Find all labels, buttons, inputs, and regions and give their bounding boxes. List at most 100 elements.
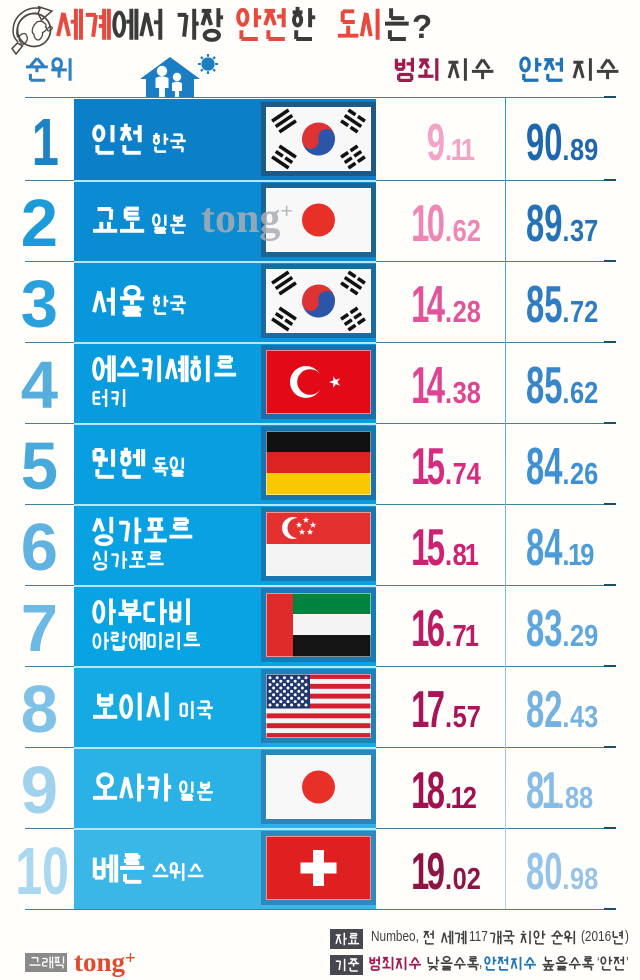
svg-text:6: 6 bbox=[584, 457, 598, 492]
svg-text:5: 5 bbox=[544, 277, 562, 334]
svg-text:1: 1 bbox=[465, 619, 479, 654]
svg-text:8: 8 bbox=[526, 763, 544, 820]
svg-text:.: . bbox=[445, 619, 452, 654]
svg-text:8: 8 bbox=[570, 133, 584, 168]
svg-text:1: 1 bbox=[411, 682, 429, 739]
svg-text:8: 8 bbox=[526, 439, 544, 496]
svg-text:8: 8 bbox=[526, 196, 544, 253]
svg-text:8: 8 bbox=[526, 844, 544, 901]
svg-text:5: 5 bbox=[21, 429, 58, 504]
svg-text:8: 8 bbox=[427, 763, 445, 820]
svg-text:1: 1 bbox=[451, 133, 465, 168]
svg-text:0: 0 bbox=[427, 196, 445, 253]
svg-text:1: 1 bbox=[32, 106, 59, 180]
svg-text:.: . bbox=[562, 862, 569, 897]
svg-text:5: 5 bbox=[427, 439, 445, 496]
svg-text:8: 8 bbox=[526, 601, 544, 658]
svg-text:.: . bbox=[445, 538, 452, 573]
svg-text:2: 2 bbox=[544, 682, 562, 739]
svg-text:8: 8 bbox=[565, 781, 579, 816]
svg-text:.: . bbox=[445, 376, 452, 411]
svg-text:7: 7 bbox=[21, 591, 58, 666]
svg-text:3: 3 bbox=[21, 267, 58, 342]
svg-text:6: 6 bbox=[427, 601, 445, 658]
svg-text:1: 1 bbox=[451, 781, 465, 816]
svg-text:4: 4 bbox=[467, 457, 481, 492]
svg-text:7: 7 bbox=[570, 295, 584, 330]
svg-text:9: 9 bbox=[544, 196, 562, 253]
svg-text:9: 9 bbox=[584, 619, 598, 654]
svg-text:.: . bbox=[562, 700, 569, 735]
svg-text:1: 1 bbox=[465, 538, 479, 573]
svg-text:2: 2 bbox=[584, 376, 598, 411]
svg-text:9: 9 bbox=[21, 753, 58, 828]
svg-text:8: 8 bbox=[467, 376, 481, 411]
svg-text:2: 2 bbox=[463, 781, 477, 816]
svg-text:.: . bbox=[562, 133, 569, 168]
svg-text:1: 1 bbox=[411, 277, 429, 334]
svg-text:1: 1 bbox=[411, 601, 429, 658]
svg-text:.: . bbox=[445, 295, 452, 330]
svg-text:7: 7 bbox=[427, 682, 445, 739]
svg-text:6: 6 bbox=[453, 214, 467, 249]
svg-text:9: 9 bbox=[427, 115, 445, 172]
svg-text:1: 1 bbox=[411, 844, 429, 901]
svg-text:5: 5 bbox=[427, 520, 445, 577]
svg-text:3: 3 bbox=[453, 376, 467, 411]
svg-text:2: 2 bbox=[453, 295, 467, 330]
svg-text:2: 2 bbox=[467, 214, 481, 249]
svg-text:6: 6 bbox=[570, 376, 584, 411]
svg-text:8: 8 bbox=[526, 520, 544, 577]
svg-text:8: 8 bbox=[453, 538, 467, 573]
svg-text:10: 10 bbox=[15, 834, 69, 909]
svg-text:.: . bbox=[562, 376, 569, 411]
svg-text:9: 9 bbox=[427, 844, 445, 901]
svg-text:.: . bbox=[562, 619, 569, 654]
svg-text:1: 1 bbox=[568, 538, 582, 573]
svg-text:9: 9 bbox=[580, 538, 594, 573]
svg-text:.: . bbox=[557, 781, 564, 816]
svg-text:1: 1 bbox=[542, 763, 560, 820]
svg-text:4: 4 bbox=[544, 439, 562, 496]
svg-text:9: 9 bbox=[526, 115, 544, 172]
svg-text:4: 4 bbox=[544, 520, 562, 577]
svg-text:0: 0 bbox=[544, 844, 562, 901]
svg-text:2: 2 bbox=[570, 619, 584, 654]
svg-text:8: 8 bbox=[526, 277, 544, 334]
svg-text:0: 0 bbox=[453, 862, 467, 897]
svg-text:3: 3 bbox=[570, 214, 584, 249]
svg-text:2: 2 bbox=[570, 457, 584, 492]
svg-text:8: 8 bbox=[467, 295, 481, 330]
svg-text:0: 0 bbox=[544, 115, 562, 172]
svg-text:.: . bbox=[445, 862, 452, 897]
svg-text:8: 8 bbox=[584, 862, 598, 897]
svg-text:1: 1 bbox=[411, 358, 429, 415]
svg-text:1: 1 bbox=[461, 133, 475, 168]
svg-text:3: 3 bbox=[584, 700, 598, 735]
svg-text:.: . bbox=[562, 457, 569, 492]
svg-text:.: . bbox=[445, 700, 452, 735]
svg-text:4: 4 bbox=[570, 700, 584, 735]
svg-text:8: 8 bbox=[579, 781, 593, 816]
svg-text:.: . bbox=[562, 538, 569, 573]
svg-text:1: 1 bbox=[411, 439, 429, 496]
svg-text:.: . bbox=[445, 457, 452, 492]
svg-text:4: 4 bbox=[427, 358, 445, 415]
svg-text:.: . bbox=[445, 214, 452, 249]
svg-text:5: 5 bbox=[544, 358, 562, 415]
svg-text:2: 2 bbox=[584, 295, 598, 330]
svg-text:.: . bbox=[445, 133, 452, 168]
svg-text:7: 7 bbox=[584, 214, 598, 249]
svg-text:4: 4 bbox=[427, 277, 445, 334]
svg-text:7: 7 bbox=[453, 619, 467, 654]
svg-text:5: 5 bbox=[453, 700, 467, 735]
svg-text:8: 8 bbox=[21, 672, 58, 747]
svg-text:9: 9 bbox=[584, 133, 598, 168]
svg-text:3: 3 bbox=[544, 601, 562, 658]
svg-text:2: 2 bbox=[21, 186, 58, 261]
svg-text:7: 7 bbox=[467, 700, 481, 735]
svg-text:.: . bbox=[445, 781, 452, 816]
svg-text:8: 8 bbox=[526, 358, 544, 415]
svg-text:1: 1 bbox=[411, 763, 429, 820]
svg-text:9: 9 bbox=[570, 862, 584, 897]
